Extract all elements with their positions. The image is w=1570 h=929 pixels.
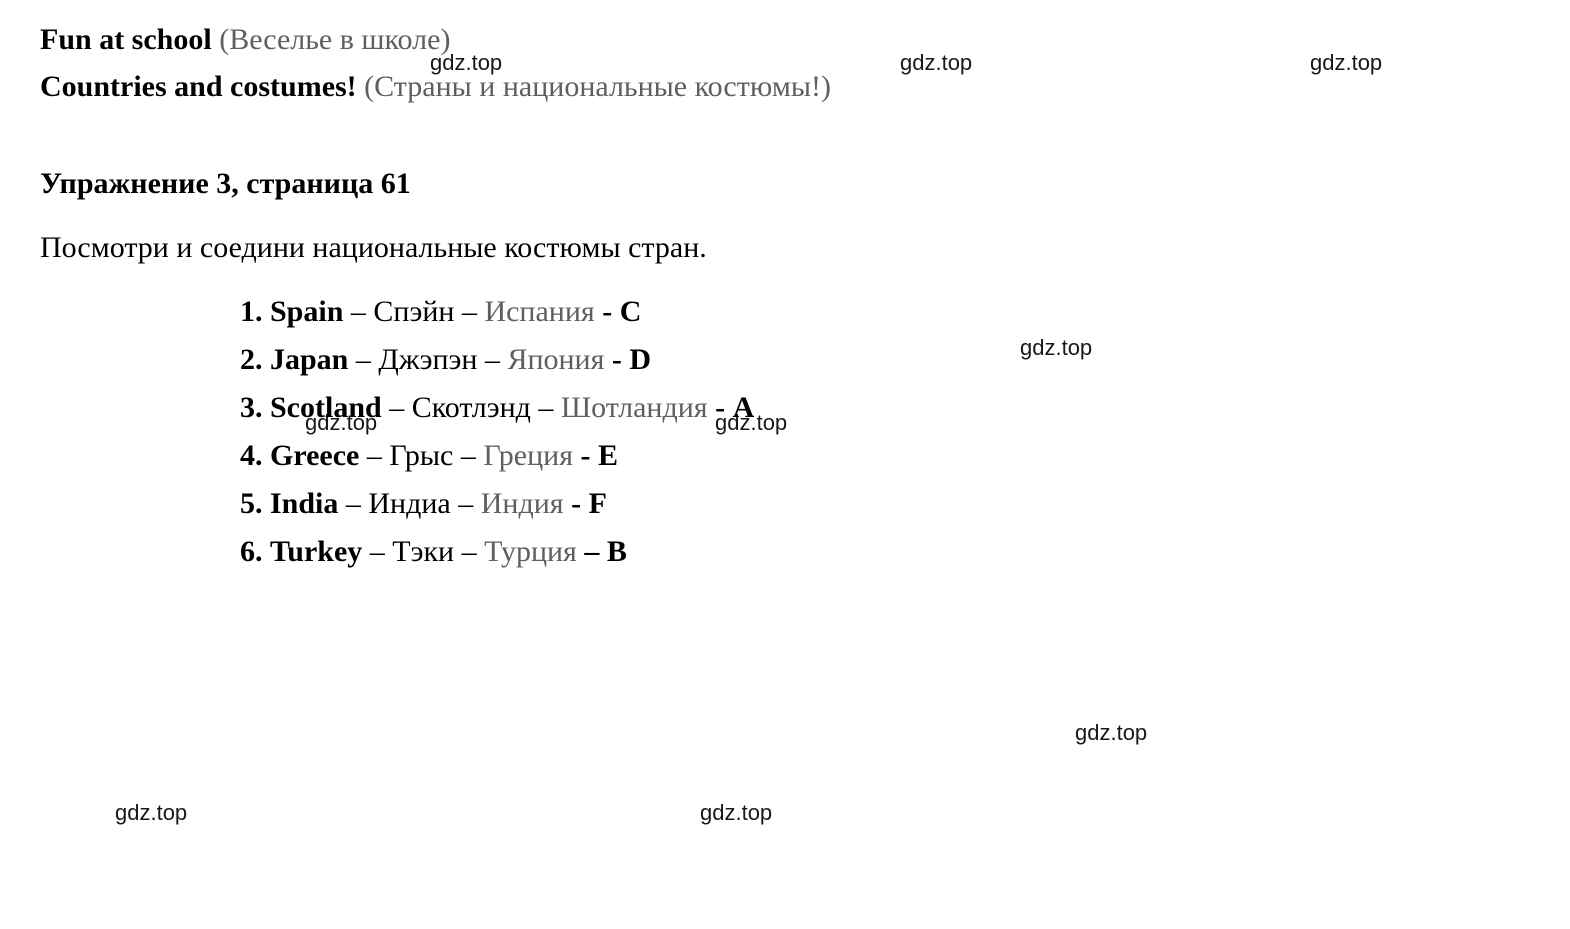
item-number: 4. <box>240 439 263 472</box>
exercise-instruction: Посмотри и соедини национальные костюмы … <box>40 231 1530 265</box>
header-line-1-bold: Fun at school <box>40 23 212 56</box>
item-russian: Япония <box>507 343 604 376</box>
item-dash: – <box>531 391 561 424</box>
item-dash: – <box>451 487 481 520</box>
list-item: 1. Spain – Спэйн – Испания - C <box>240 295 1530 329</box>
item-number: 5. <box>240 487 263 520</box>
item-translit: Грыс <box>389 439 453 472</box>
header-line-1-gray: (Веселье в школе) <box>212 23 451 56</box>
list-item: 6. Turkey – Тэки – Турция – B <box>240 535 1530 569</box>
list-item: 5. India – Индиа – Индия - F <box>240 487 1530 521</box>
item-letter: E <box>598 439 618 472</box>
watermark-text: gdz.top <box>115 800 187 826</box>
item-dash: - <box>708 391 733 424</box>
item-russian: Испания <box>484 295 594 328</box>
item-number: 6. <box>240 535 263 568</box>
item-translit: Джэпэн <box>378 343 477 376</box>
header-line-1: Fun at school (Веселье в школе) <box>40 20 1530 61</box>
item-russian: Греция <box>483 439 573 472</box>
item-dash: - <box>604 343 629 376</box>
item-dash: – <box>343 295 373 328</box>
list-item: 2. Japan – Джэпэн – Япония - D <box>240 343 1530 377</box>
list-item: 3. Scotland – Скотлэнд – Шотландия - A <box>240 391 1530 425</box>
item-number: 3. <box>240 391 263 424</box>
country-list: 1. Spain – Спэйн – Испания - C 2. Japan … <box>40 295 1530 569</box>
item-russian: Индия <box>481 487 564 520</box>
item-translit: Скотлэнд <box>412 391 531 424</box>
item-dash: - <box>595 295 620 328</box>
watermark-text: gdz.top <box>1075 720 1147 746</box>
item-english: Japan <box>270 343 348 376</box>
item-english: Spain <box>270 295 343 328</box>
exercise-title: Упражнение 3, страница 61 <box>40 167 1530 201</box>
item-dash: – <box>362 535 392 568</box>
watermark-text: gdz.top <box>700 800 772 826</box>
item-dash: - <box>564 487 589 520</box>
item-letter: A <box>733 391 755 424</box>
item-letter: C <box>620 295 642 328</box>
item-dash: – <box>454 295 484 328</box>
item-number: 2. <box>240 343 263 376</box>
item-dash: – <box>453 439 483 472</box>
item-translit: Спэйн <box>373 295 454 328</box>
item-dash: - <box>573 439 598 472</box>
item-dash: – <box>382 391 412 424</box>
item-english: Scotland <box>270 391 382 424</box>
item-dash: – <box>359 439 389 472</box>
item-translit: Тэки <box>392 535 454 568</box>
list-item: 4. Greece – Грыс – Греция - E <box>240 439 1530 473</box>
item-dash: – <box>477 343 507 376</box>
item-russian: Шотландия <box>561 391 708 424</box>
item-english: Greece <box>270 439 359 472</box>
item-dash: – <box>454 535 484 568</box>
item-letter: D <box>629 343 651 376</box>
item-letter: B <box>607 535 627 568</box>
item-number: 1. <box>240 295 263 328</box>
item-translit: Индиа <box>368 487 450 520</box>
item-dash: – <box>348 343 378 376</box>
item-dash: – <box>577 535 607 568</box>
item-english: Turkey <box>270 535 362 568</box>
page-root: Fun at school (Веселье в школе) Countrie… <box>0 0 1570 603</box>
item-russian: Турция <box>484 535 577 568</box>
item-dash: – <box>338 487 368 520</box>
item-english: India <box>270 487 338 520</box>
header-line-2-gray: (Страны и национальные костюмы!) <box>357 70 831 103</box>
item-letter: F <box>589 487 607 520</box>
header-line-2: Countries and costumes! (Страны и национ… <box>40 67 1530 108</box>
header-line-2-bold: Countries and costumes! <box>40 70 357 103</box>
